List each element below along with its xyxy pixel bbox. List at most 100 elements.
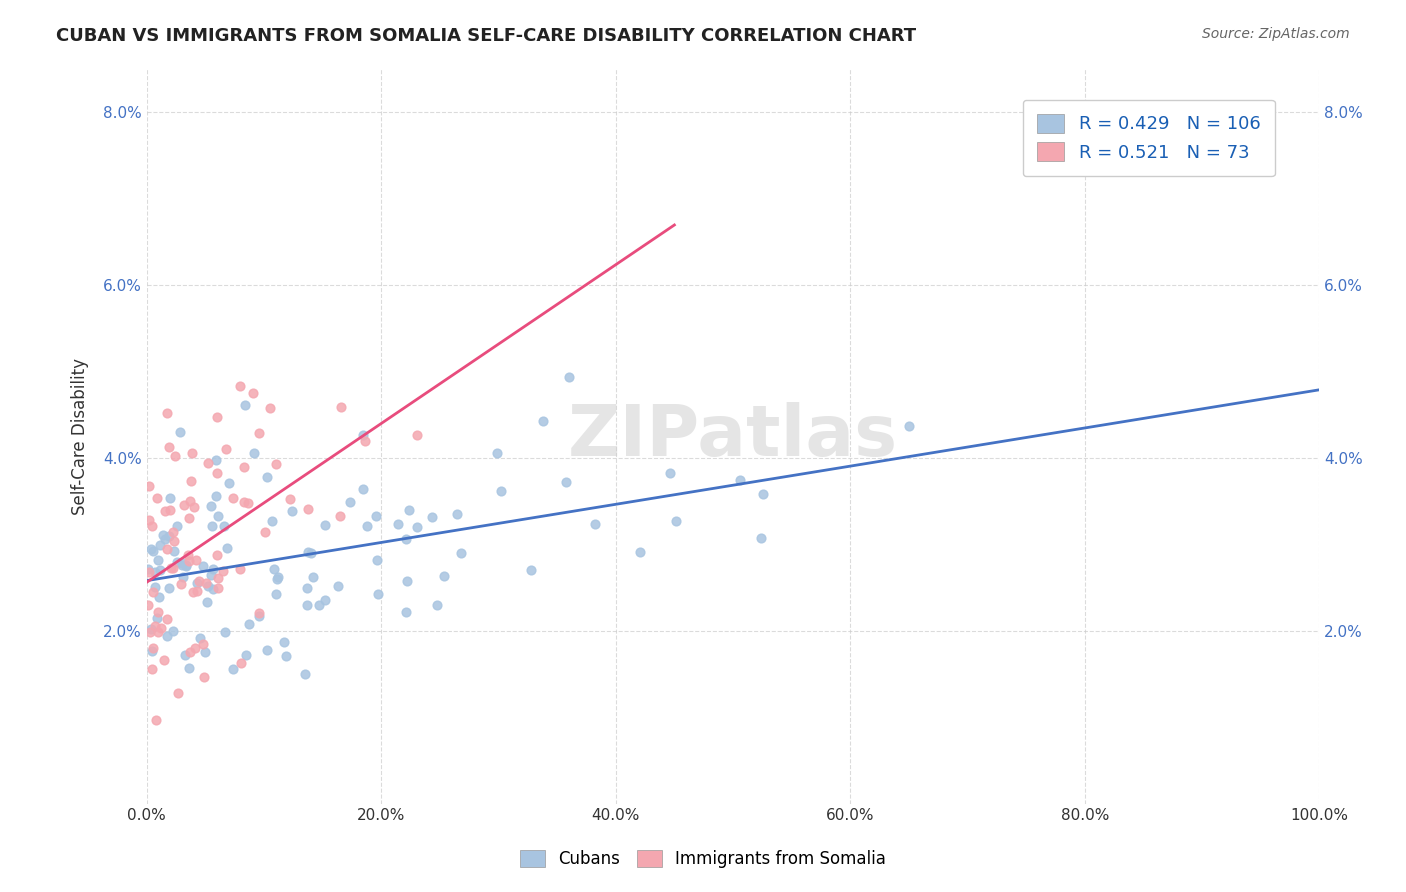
Point: [136, 562, 159, 576]
Point: [247, 609, 270, 624]
Point: [201, 518, 224, 533]
Point: [148, 590, 170, 604]
Point: [426, 598, 449, 612]
Point: [308, 599, 330, 613]
Point: [191, 558, 214, 573]
Point: [150, 621, 173, 635]
Point: [177, 511, 200, 525]
Point: [169, 425, 191, 440]
Point: [354, 434, 377, 448]
Point: [366, 553, 388, 567]
Point: [197, 456, 219, 470]
Point: [898, 418, 921, 433]
Point: [141, 518, 163, 533]
Point: [247, 426, 270, 441]
Point: [433, 569, 456, 583]
Point: [728, 473, 751, 487]
Point: [254, 524, 277, 539]
Point: [238, 495, 260, 509]
Point: [156, 629, 179, 643]
Legend: R = 0.429   N = 106, R = 0.521   N = 73: R = 0.429 N = 106, R = 0.521 N = 73: [1022, 100, 1275, 177]
Point: [211, 564, 233, 578]
Point: [165, 450, 187, 464]
Point: [214, 518, 236, 533]
Point: [356, 519, 378, 533]
Point: [149, 538, 172, 552]
Point: [143, 565, 166, 579]
Point: [141, 644, 163, 658]
Point: [143, 581, 166, 595]
Point: [531, 413, 554, 427]
Point: [264, 587, 287, 601]
Point: [174, 559, 197, 574]
Point: [352, 482, 374, 496]
Point: [197, 579, 219, 593]
Point: [294, 667, 316, 681]
Point: [166, 519, 188, 533]
Point: [186, 584, 208, 599]
Point: [181, 446, 204, 460]
Point: [197, 595, 219, 609]
Point: [280, 503, 302, 517]
Point: [233, 398, 256, 412]
Point: [489, 484, 512, 499]
Point: [193, 670, 215, 684]
Point: [395, 574, 418, 588]
Point: [233, 460, 256, 475]
Point: [314, 593, 336, 607]
Point: [299, 546, 322, 560]
Point: [159, 491, 181, 506]
Point: [450, 546, 472, 560]
Point: [194, 644, 217, 658]
Point: [260, 514, 283, 528]
Point: [142, 584, 165, 599]
Point: [181, 585, 204, 599]
Point: [752, 486, 775, 500]
Point: [172, 556, 194, 570]
Point: [242, 385, 264, 400]
Point: [149, 563, 172, 577]
Point: [330, 401, 353, 415]
Point: [259, 401, 281, 415]
Point: [229, 379, 252, 393]
Point: [297, 545, 319, 559]
Point: [141, 662, 163, 676]
Point: [201, 562, 224, 576]
Point: [162, 561, 184, 575]
Point: [146, 605, 169, 619]
Point: [398, 503, 420, 517]
Point: [146, 610, 169, 624]
Point: [173, 498, 195, 512]
Point: [247, 607, 270, 621]
Point: [366, 509, 388, 524]
Point: [628, 545, 651, 559]
Point: [186, 575, 208, 590]
Point: [406, 428, 429, 442]
Point: [295, 599, 318, 613]
Point: [145, 713, 167, 727]
Point: [148, 553, 170, 567]
Point: [183, 640, 205, 655]
Point: [172, 558, 194, 572]
Point: [205, 453, 228, 467]
Point: [139, 624, 162, 639]
Point: [314, 518, 336, 533]
Point: [238, 616, 260, 631]
Point: [176, 548, 198, 562]
Point: [183, 500, 205, 514]
Point: [583, 517, 606, 532]
Point: [302, 570, 325, 584]
Point: [229, 657, 252, 671]
Point: [205, 466, 228, 480]
Point: [665, 514, 688, 528]
Point: [195, 575, 218, 590]
Point: [162, 624, 184, 639]
Point: [188, 574, 211, 588]
Point: [170, 577, 193, 591]
Point: [229, 562, 252, 576]
Point: [217, 541, 239, 556]
Point: [207, 509, 229, 524]
Point: [205, 409, 228, 424]
Point: [177, 661, 200, 675]
Point: [138, 513, 160, 527]
